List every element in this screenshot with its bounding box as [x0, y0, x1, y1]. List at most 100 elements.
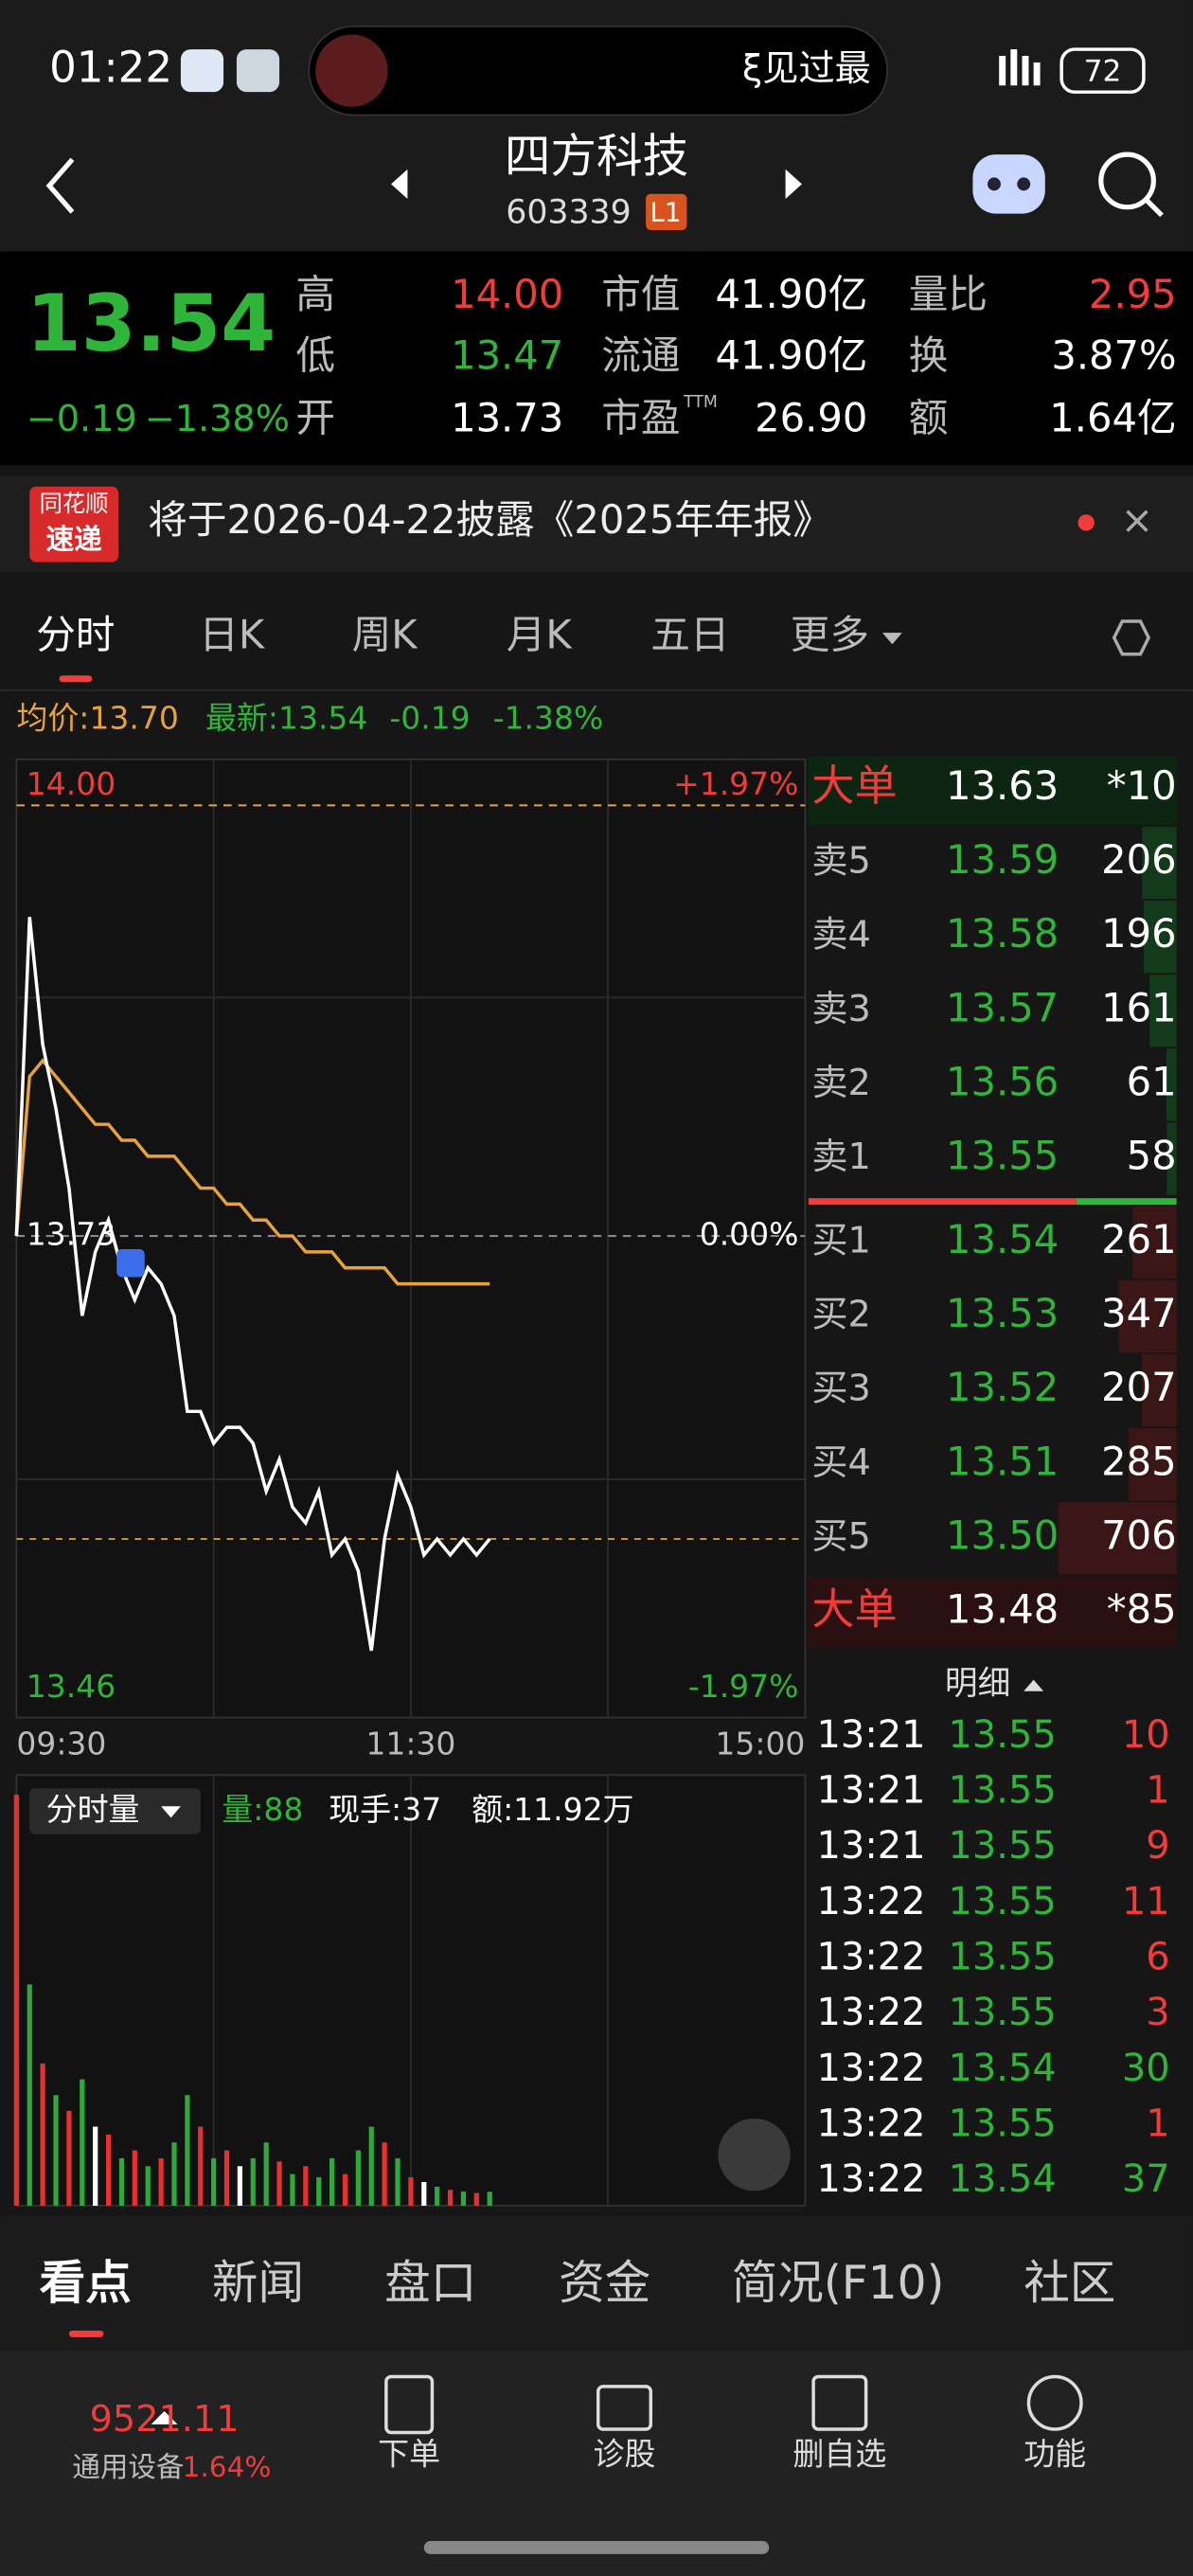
chart-tab[interactable]: 月K [507, 611, 574, 657]
info-tab[interactable]: 简况(F10) [732, 2257, 945, 2310]
depth-bar [1058, 1502, 1177, 1575]
book-volume: 206 [1101, 836, 1176, 883]
field-label: 低 [295, 331, 335, 378]
signal-icon [999, 49, 1041, 86]
book-volume: 261 [1101, 1216, 1176, 1262]
avg-price: 均价:13.70 [16, 700, 178, 737]
info-tab[interactable]: 盘口 [384, 2257, 476, 2310]
book-label: 卖3 [811, 989, 870, 1030]
chart-tab[interactable]: 五日 [650, 611, 729, 657]
volume-bar [276, 2161, 282, 2206]
vol: 量:88 [222, 1791, 303, 1828]
volume-bar [237, 2166, 243, 2206]
big-order-bg [808, 1578, 1177, 1647]
book-label: 买2 [811, 1295, 870, 1336]
settings-icon[interactable] [1112, 619, 1151, 656]
volume-bar [53, 2095, 59, 2206]
trade-price: 13.55 [949, 1936, 1057, 1979]
prev-stock[interactable] [391, 169, 408, 199]
chart-tab[interactable]: 日K [199, 611, 266, 657]
robot-icon[interactable] [972, 154, 1045, 214]
volume-bar [66, 2110, 72, 2206]
book-label: 卖4 [811, 915, 870, 957]
trade-time: 13:22 [817, 1991, 926, 2034]
volume-bar [329, 2157, 335, 2206]
depth-bar [1141, 1354, 1177, 1427]
nav-item[interactable]: 下单 [378, 2435, 440, 2472]
trade-volume: 10 [1122, 1713, 1170, 1757]
level: L1 [650, 197, 681, 228]
trade-time: 13:21 [817, 1824, 926, 1868]
trade-time: 13:22 [817, 1936, 926, 1979]
trade-time: 13:21 [817, 1769, 926, 1813]
volume-bar [408, 2176, 414, 2206]
info-tab[interactable]: 社区 [1024, 2257, 1115, 2310]
field-value: 1.64亿 [1049, 394, 1176, 440]
unread-dot [1077, 514, 1095, 531]
field-value: 41.90亿 [715, 331, 867, 378]
field-value: 13.73 [451, 394, 563, 440]
book-volume: 161 [1101, 984, 1176, 1030]
detail-title: 明细 [945, 1665, 1010, 1703]
trade-price: 13.55 [949, 1991, 1057, 2034]
trade-price: 13.55 [949, 2102, 1057, 2146]
avg-line [14, 1058, 490, 1286]
volume-bar [342, 2174, 348, 2206]
field-value: 3.87% [1051, 331, 1176, 378]
trade-volume: 30 [1122, 2047, 1170, 2090]
home-indicator [423, 2541, 770, 2554]
field-label: 市值 [601, 271, 680, 317]
trade-volume: 11 [1122, 1880, 1170, 1923]
depth-bar [1129, 1428, 1177, 1501]
chart-tab[interactable]: 周K [352, 611, 419, 657]
sector-pct: 1.64% [183, 2451, 272, 2483]
back-button[interactable] [45, 157, 75, 214]
hand: 现手:37 [329, 1791, 441, 1828]
pct-label: -1.97% [688, 1668, 799, 1705]
logo-text: 同花顺 [40, 490, 109, 517]
stock-code: 603339 [506, 194, 631, 232]
close-banner[interactable] [1126, 510, 1148, 532]
chart-tab[interactable]: 更多 [791, 611, 869, 657]
trade-time: 13:22 [817, 2157, 926, 2201]
nav-item[interactable]: 删自选 [792, 2435, 886, 2472]
banner-text[interactable]: 将于2026-04-22披露《2025年年报》 [148, 496, 832, 543]
banner-bg [0, 476, 1193, 572]
book-price: 13.50 [946, 1512, 1059, 1558]
volume-bar [171, 2142, 177, 2206]
info-tab[interactable]: 看点 [40, 2257, 132, 2310]
chart-tab[interactable]: 分时 [36, 611, 115, 657]
next-stock[interactable] [785, 169, 802, 199]
trade-price: 13.55 [949, 1824, 1057, 1868]
field-value: 41.90亿 [715, 271, 867, 317]
vol-title: 分时量 [46, 1791, 140, 1828]
x-tick-label: 09:30 [16, 1726, 106, 1762]
nav-item[interactable]: 功能 [1024, 2435, 1086, 2472]
battery-level: 72 [1084, 54, 1122, 88]
avatar [315, 34, 388, 107]
info-tab[interactable]: 新闻 [212, 2257, 304, 2310]
field-label: 额 [909, 394, 949, 440]
volume-bar [447, 2190, 454, 2206]
info-tab[interactable]: 资金 [559, 2257, 650, 2310]
volume-bar [460, 2191, 467, 2206]
spread-bar [808, 1198, 1077, 1206]
app-icon [180, 49, 224, 93]
y-tick-label: 13.46 [27, 1668, 116, 1705]
x-tick-label: 11:30 [365, 1726, 455, 1762]
depth-bar [1143, 901, 1177, 974]
battery [1059, 47, 1146, 94]
expand-button[interactable] [718, 2119, 791, 2191]
latest-change: -0.19 [389, 700, 470, 737]
volume-bar [118, 2157, 125, 2206]
trade-flag [116, 1248, 145, 1278]
volume-bar [145, 2166, 151, 2206]
book-label: 大单 [811, 1583, 897, 1634]
nav-item[interactable]: 诊股 [594, 2435, 656, 2472]
vol-selector[interactable] [29, 1788, 201, 1834]
search-icon[interactable] [1098, 152, 1156, 210]
book-price: 13.57 [946, 984, 1059, 1030]
book-price: 13.51 [946, 1438, 1059, 1484]
tabs-bg [0, 2215, 1193, 2351]
